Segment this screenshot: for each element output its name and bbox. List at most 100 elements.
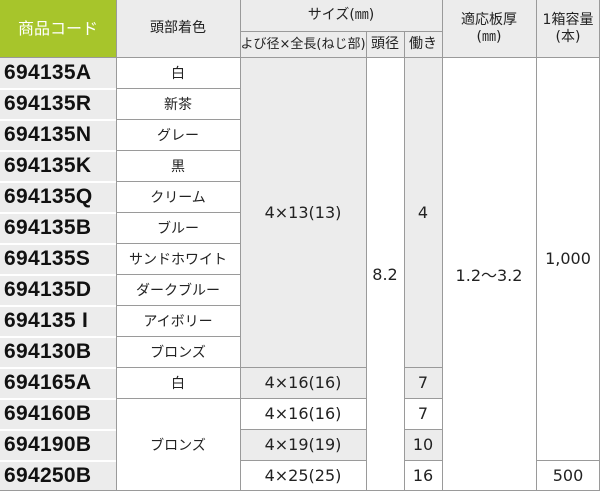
- head-diameter-value: 8.2: [372, 264, 398, 284]
- grid-line: [0, 243, 116, 245]
- product-code-cell: 694135Q: [0, 181, 116, 212]
- box-qty-value: 1,000: [545, 249, 591, 268]
- grid-line: [0, 119, 116, 121]
- product-code-cell: 694135B: [0, 212, 116, 243]
- box-qty-cell: 500: [536, 460, 600, 491]
- head-color: ブルー: [157, 220, 199, 237]
- grid-line: [240, 31, 442, 32]
- head-color: 白: [171, 65, 185, 82]
- head-color-cell: 白: [116, 367, 240, 398]
- grid-line: [0, 398, 116, 400]
- head-color: ブロンズ: [150, 437, 206, 454]
- head-color: サンドホワイト: [129, 251, 227, 268]
- grid-line: [116, 305, 240, 306]
- grid-line: [0, 490, 600, 491]
- grid-line: [240, 367, 366, 368]
- product-code: 694160B: [4, 401, 92, 425]
- grid-line: [536, 0, 537, 491]
- working-value: 16: [412, 466, 434, 485]
- grid-line: [116, 150, 240, 151]
- grid-line: [404, 460, 442, 461]
- product-code-cell: 694135R: [0, 88, 116, 119]
- product-code: 694135B: [4, 215, 92, 239]
- header-size-group-label: サイズ(㎜): [307, 7, 375, 23]
- size-value: 4×13(13): [264, 202, 342, 222]
- grid-line: [404, 429, 442, 430]
- product-code: 694135S: [4, 246, 91, 270]
- product-code-cell: 694165A: [0, 367, 116, 398]
- head-color: 白: [171, 375, 185, 392]
- box-qty-value: 500: [552, 466, 584, 485]
- working-value: 4: [417, 202, 429, 222]
- thickness-value: 1.2〜3.2: [455, 266, 523, 285]
- head-color: ブロンズ: [150, 344, 206, 361]
- head-color: アイボリー: [143, 313, 213, 330]
- head-diameter-cell: 8.2: [366, 57, 404, 491]
- grid-line: [240, 460, 366, 461]
- product-code-cell: 694160B: [0, 398, 116, 429]
- header-diameter-length-line2: (ねじ部): [316, 36, 366, 52]
- working-cell: 7: [404, 367, 442, 398]
- head-color-cell: ブルー: [116, 212, 240, 243]
- working-cell: 10: [404, 429, 442, 460]
- product-code-cell: 694190B: [0, 429, 116, 460]
- thickness-cell: 1.2〜3.2: [442, 57, 536, 491]
- grid-line: [116, 274, 240, 275]
- header-diameter-length: よび径×全長 (ねじ部): [240, 31, 366, 57]
- head-color: 黒: [171, 158, 185, 175]
- head-color-cell: ダークブルー: [116, 274, 240, 305]
- product-code: 694190B: [4, 432, 92, 456]
- head-color-cell-bronze-merged: ブロンズ: [116, 398, 240, 491]
- product-code: 694135K: [4, 153, 92, 177]
- grid-line: [366, 31, 367, 491]
- size-value: 4×19(19): [264, 435, 342, 454]
- grid-line: [442, 0, 443, 491]
- product-code: 694135A: [4, 60, 92, 84]
- header-box-qty: 1箱容量 (本): [536, 0, 600, 57]
- grid-line: [116, 243, 240, 244]
- grid-line: [404, 31, 405, 491]
- working-value: 7: [417, 373, 429, 392]
- working-value: 7: [417, 404, 429, 423]
- head-color-cell: サンドホワイト: [116, 243, 240, 274]
- grid-line: [536, 460, 600, 461]
- header-working: 働き: [404, 31, 442, 57]
- grid-line: [0, 274, 116, 276]
- header-box-qty-line2: (本): [555, 28, 581, 45]
- grid-line: [116, 367, 240, 368]
- header-thickness: 適応板厚 (㎜): [442, 0, 536, 57]
- header-product-code: 商品コード: [0, 0, 116, 57]
- header-thickness-line2: (㎜): [476, 28, 502, 45]
- working-value: 10: [412, 435, 434, 454]
- header-head-color: 頭部着色: [116, 0, 240, 57]
- working-cell: 16: [404, 460, 442, 491]
- head-color: グレー: [157, 127, 199, 144]
- head-color: クリーム: [150, 189, 206, 206]
- head-color: 新茶: [164, 96, 192, 113]
- size-cell: 4×16(16): [240, 367, 366, 398]
- product-code: 694165A: [4, 370, 92, 394]
- product-code-cell: 694135N: [0, 119, 116, 150]
- size-value: 4×16(16): [264, 373, 342, 392]
- size-cell-group-1: 4×13(13): [240, 57, 366, 367]
- grid-line: [0, 336, 116, 338]
- header-working-label: 働き: [409, 35, 437, 52]
- head-color-cell: ブロンズ: [116, 336, 240, 367]
- size-value: 4×25(25): [264, 466, 342, 485]
- grid-line: [116, 88, 240, 89]
- grid-line: [404, 367, 442, 368]
- size-cell: 4×19(19): [240, 429, 366, 460]
- product-code-cell: 694135 I: [0, 305, 116, 336]
- head-color: ダークブルー: [136, 282, 220, 299]
- product-code-cell: 694130B: [0, 336, 116, 367]
- header-diameter-length-line1: よび径×全長: [240, 36, 317, 52]
- grid-line: [116, 212, 240, 213]
- box-qty-cell-main: 1,000: [536, 57, 600, 460]
- header-box-qty-line1: 1箱容量: [542, 11, 594, 28]
- product-code: 694135D: [4, 277, 92, 301]
- product-code-cell: 694135S: [0, 243, 116, 274]
- grid-line: [116, 398, 240, 399]
- header-head-diameter: 頭径: [366, 31, 404, 57]
- working-cell: 7: [404, 398, 442, 429]
